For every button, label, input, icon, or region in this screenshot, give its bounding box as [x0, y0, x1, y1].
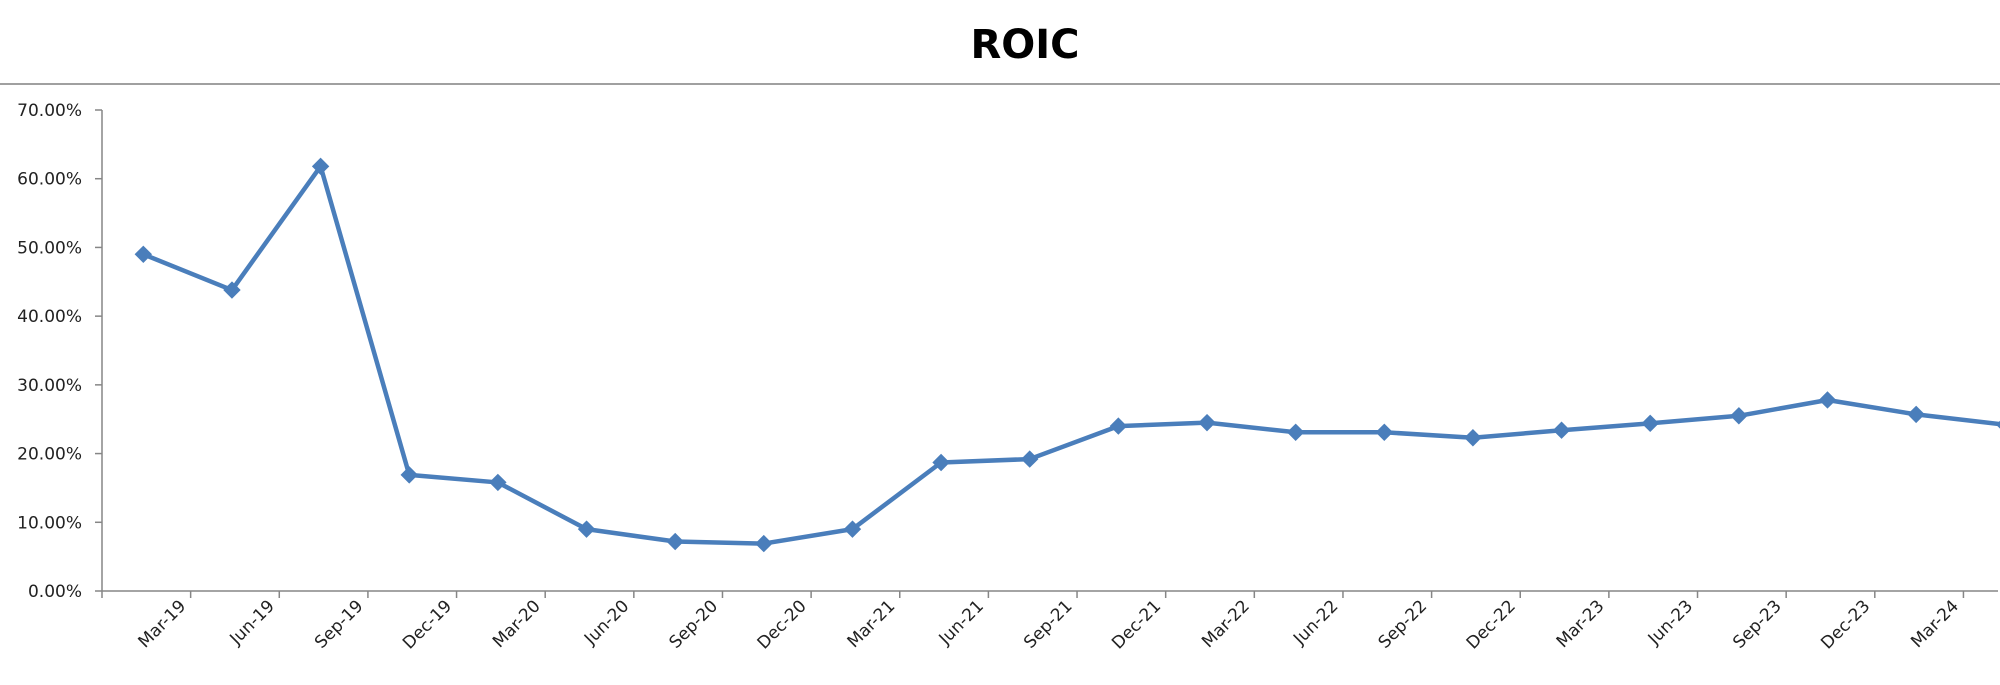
y-tick-label: 30.00%	[17, 376, 82, 396]
x-tick-label: Jun-22	[1289, 596, 1342, 649]
data-point	[1641, 414, 1659, 433]
data-point	[666, 532, 684, 551]
x-tick-label: Sep-19	[311, 596, 367, 652]
data-point	[1375, 423, 1393, 441]
x-axis: Mar-19 Jun-19 Sep-19 Dec-19 Mar-20 Jun-20 Sep-…	[101, 590, 2000, 653]
x-tick-label: Sep-23	[1729, 596, 1785, 652]
x-tick-label: Dec-20	[754, 596, 811, 653]
data-point	[1198, 413, 1216, 432]
x-tick-label: Dec-22	[1463, 596, 1520, 653]
data-point	[932, 453, 950, 472]
x-tick-label: Dec-19	[399, 596, 456, 653]
data-point	[577, 520, 596, 538]
data-point	[311, 157, 330, 176]
data-point	[755, 534, 773, 553]
y-tick-label: 50.00%	[17, 238, 82, 258]
y-tick-label: 60.00%	[17, 170, 82, 190]
data-point	[223, 281, 241, 299]
data-point	[1464, 429, 1482, 447]
x-tick-label: Mar-20	[489, 596, 545, 652]
data-point	[1109, 417, 1128, 435]
y-tick-label: 70.00%	[17, 101, 82, 121]
x-tick-label: Mar-23	[1553, 596, 1609, 652]
chart-title: ROIC	[970, 22, 1079, 68]
data-point	[1552, 421, 1571, 439]
x-tick-label: Mar-19	[134, 596, 190, 652]
data-point	[1286, 423, 1305, 441]
data-point	[843, 520, 862, 538]
x-tick-label: Jun-21	[935, 596, 988, 649]
y-tick-label: 40.00%	[17, 307, 82, 327]
y-tick-label: 10.00%	[17, 513, 82, 533]
x-tick-label: Mar-24	[1907, 596, 1963, 652]
series-line	[141, 164, 2000, 546]
x-tick-label: Mar-22	[1198, 596, 1254, 652]
x-tick-label: Dec-23	[1817, 596, 1874, 653]
data-point	[1907, 405, 1925, 424]
data-point	[1996, 420, 2000, 429]
data-point	[1818, 391, 1837, 409]
x-tick-label: Sep-21	[1020, 596, 1076, 652]
y-tick-label: 0.00%	[28, 582, 82, 602]
data-point	[489, 473, 507, 492]
x-tick-label: Jun-20	[580, 596, 633, 649]
data-point	[1730, 407, 1748, 425]
x-tick-label: Sep-22	[1375, 596, 1431, 652]
x-tick-label: Sep-20	[666, 596, 722, 652]
data-point	[1021, 450, 1039, 468]
y-axis: 0.00% 10.00% 20.00% 30.00% 40.00% 50.00% 60.00…	[17, 101, 103, 602]
series-layer	[134, 157, 2000, 553]
x-tick-label: Jun-19	[226, 596, 279, 649]
y-tick-label: 20.00%	[17, 445, 82, 465]
x-tick-label: Jun-23	[1644, 596, 1697, 649]
x-tick-label: Mar-21	[844, 596, 900, 652]
data-point	[134, 245, 153, 264]
x-tick-label: Dec-21	[1108, 596, 1165, 653]
data-point	[400, 466, 418, 484]
